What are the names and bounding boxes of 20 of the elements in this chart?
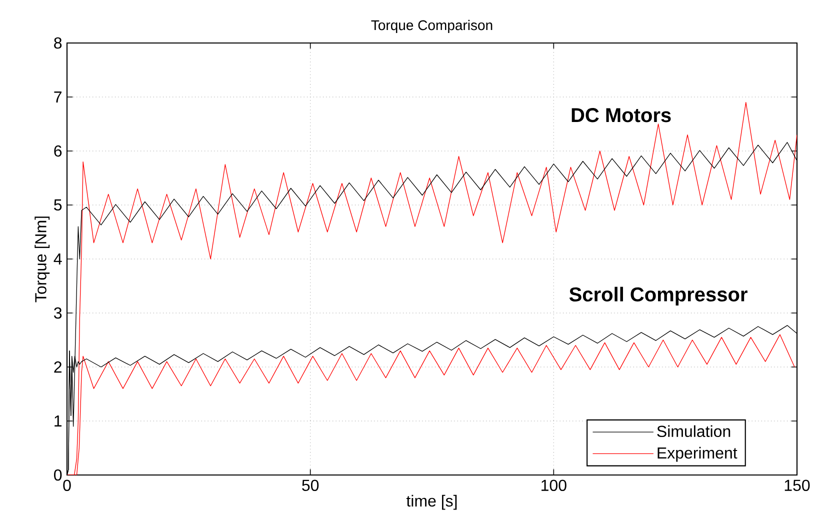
x-tick-label: 150 [784,480,810,492]
x-tick-label: 100 [542,480,566,492]
y-tick-label: 4 [54,253,62,264]
legend-label: Simulation [657,425,730,438]
y-tick-label: 2 [54,361,62,373]
annotation: DC Motors [572,108,671,122]
y-tick-label: 7 [54,91,62,102]
x-tick-label: 0 [63,480,71,492]
legend-label: Experiment [658,446,738,462]
y-tick-label: 3 [54,307,62,319]
y-tick-label: 0 [54,469,62,481]
y-tick-label: 6 [54,145,62,157]
y-tick-label: 5 [54,199,62,211]
chart-title: Torque Comparison [371,20,492,33]
y-tick-label: 1 [54,415,62,426]
x-axis-title: time [s] [406,494,457,510]
annotation: Scroll Compressor [569,286,748,306]
x-tick-label: 50 [302,480,319,492]
y-axis-title: Torque [Nm] [34,216,50,302]
y-tick-label: 8 [54,37,62,49]
